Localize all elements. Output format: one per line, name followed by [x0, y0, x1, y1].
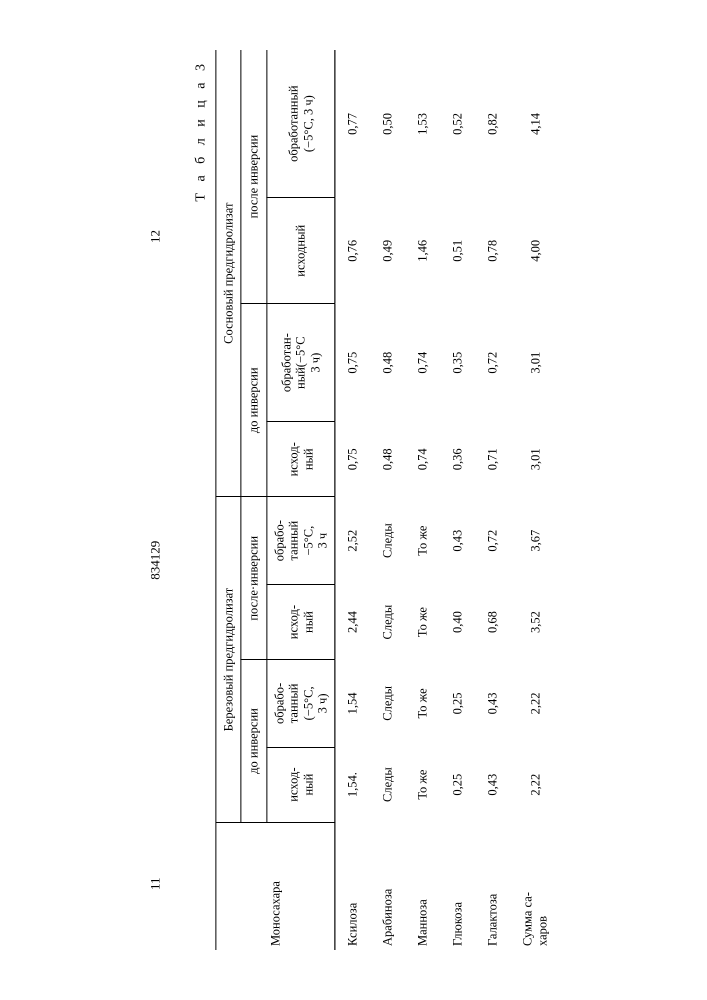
- cell: 4,00: [510, 198, 560, 304]
- table-body: Ксилоза1,54.1,542,442,520,750,750,760,77…: [335, 50, 561, 950]
- table-row: МаннозаТо жеТо жеТо жеТо же0,740,741,461…: [405, 50, 440, 950]
- cell: 2,22: [510, 660, 560, 747]
- col-b-before-proc: обрабо-танный(−5°C,3 ч): [266, 660, 335, 747]
- cell: 0,50: [370, 50, 405, 198]
- table-header: Моносахара Березовый предгидролизат Сосн…: [215, 50, 334, 950]
- cell: То же: [405, 584, 440, 659]
- table-caption: Т а б л и ц а 3: [193, 50, 209, 950]
- table-row: Сумма са-харов2,222,223,523,673,013,014,…: [510, 50, 560, 950]
- cell: 0,71: [475, 422, 510, 497]
- row-label: Ксилоза: [335, 822, 371, 950]
- cell: 0,36: [440, 422, 475, 497]
- patent-number: 834129: [147, 541, 163, 580]
- cell: 0,51: [440, 198, 475, 304]
- col-birch-after: после·инверсии: [241, 497, 266, 660]
- col-pine-after: после инверсии: [241, 50, 266, 304]
- cell: Следы: [370, 747, 405, 822]
- cell: То же: [405, 660, 440, 747]
- cell: 0,82: [475, 50, 510, 198]
- table-row: Глюкоза0,250,250,400,430,360,350,510,52: [440, 50, 475, 950]
- row-label: Сумма са-харов: [510, 822, 560, 950]
- cell: 3,01: [510, 422, 560, 497]
- cell: 0,25: [440, 660, 475, 747]
- col-b-before-src: исход-ный: [266, 747, 335, 822]
- col-monosugar: Моносахара: [215, 822, 334, 950]
- page-header: 11 834129 12: [147, 50, 163, 950]
- cell: 0,43: [475, 747, 510, 822]
- table-row: АрабинозаСледыСледыСледыСледы0,480,480,4…: [370, 50, 405, 950]
- cell: 1,53: [405, 50, 440, 198]
- cell: 3,01: [510, 304, 560, 422]
- cell: 2,22: [510, 747, 560, 822]
- cell: 1,54.: [335, 747, 371, 822]
- row-label: Галактоза: [475, 822, 510, 950]
- col-b-after-src: исход-ный: [266, 584, 335, 659]
- col-p-after-src: исходный: [266, 198, 335, 304]
- cell: 0,68: [475, 584, 510, 659]
- page-number-left: 11: [147, 877, 163, 890]
- cell: 0,43: [440, 497, 475, 585]
- cell: 0,75: [335, 304, 371, 422]
- cell: Следы: [370, 660, 405, 747]
- table-row: Галактоза0,430,430,680,720,710,720,780,8…: [475, 50, 510, 950]
- row-label: Манноза: [405, 822, 440, 950]
- cell: 0,48: [370, 422, 405, 497]
- cell: 0,25: [440, 747, 475, 822]
- cell: 3,67: [510, 497, 560, 585]
- cell: 0,49: [370, 198, 405, 304]
- cell: 1,54: [335, 660, 371, 747]
- cell: 0,48: [370, 304, 405, 422]
- col-p-before-proc: обработан-ный(−5°C3 ч): [266, 304, 335, 422]
- cell: 1,46: [405, 198, 440, 304]
- col-p-after-proc: обработанный(−5°C, 3 ч): [266, 50, 335, 198]
- col-p-before-src: исход-ный: [266, 422, 335, 497]
- col-pine-before: до инверсии: [241, 304, 266, 497]
- cell: Следы: [370, 497, 405, 585]
- row-label: Арабиноза: [370, 822, 405, 950]
- cell: 0,52: [440, 50, 475, 198]
- cell: 0,75: [335, 422, 371, 497]
- page: 11 834129 12 Т а б л и ц а 3 Моносахара …: [147, 50, 560, 950]
- cell: То же: [405, 747, 440, 822]
- cell: 0,76: [335, 198, 371, 304]
- cell: 0,72: [475, 497, 510, 585]
- col-birch-before: до инверсии: [241, 660, 266, 822]
- cell: Следы: [370, 584, 405, 659]
- cell: 2,52: [335, 497, 371, 585]
- page-number-right: 12: [147, 230, 163, 243]
- cell: 0,43: [475, 660, 510, 747]
- data-table: Моносахара Березовый предгидролизат Сосн…: [215, 50, 560, 950]
- col-group-birch: Березовый предгидролизат: [215, 497, 240, 822]
- cell: 0,78: [475, 198, 510, 304]
- cell: 4,14: [510, 50, 560, 198]
- cell: 0,35: [440, 304, 475, 422]
- cell: 0,74: [405, 422, 440, 497]
- cell: 0,74: [405, 304, 440, 422]
- cell: 2,44: [335, 584, 371, 659]
- row-label: Глюкоза: [440, 822, 475, 950]
- col-group-pine: Сосновый предгидролизат: [215, 50, 240, 497]
- cell: 0,40: [440, 584, 475, 659]
- cell: То же: [405, 497, 440, 585]
- cell: 3,52: [510, 584, 560, 659]
- col-b-after-proc: обрабо-танный−5°C,3 ч: [266, 497, 335, 585]
- cell: 0,77: [335, 50, 371, 198]
- table-row: Ксилоза1,54.1,542,442,520,750,750,760,77: [335, 50, 371, 950]
- cell: 0,72: [475, 304, 510, 422]
